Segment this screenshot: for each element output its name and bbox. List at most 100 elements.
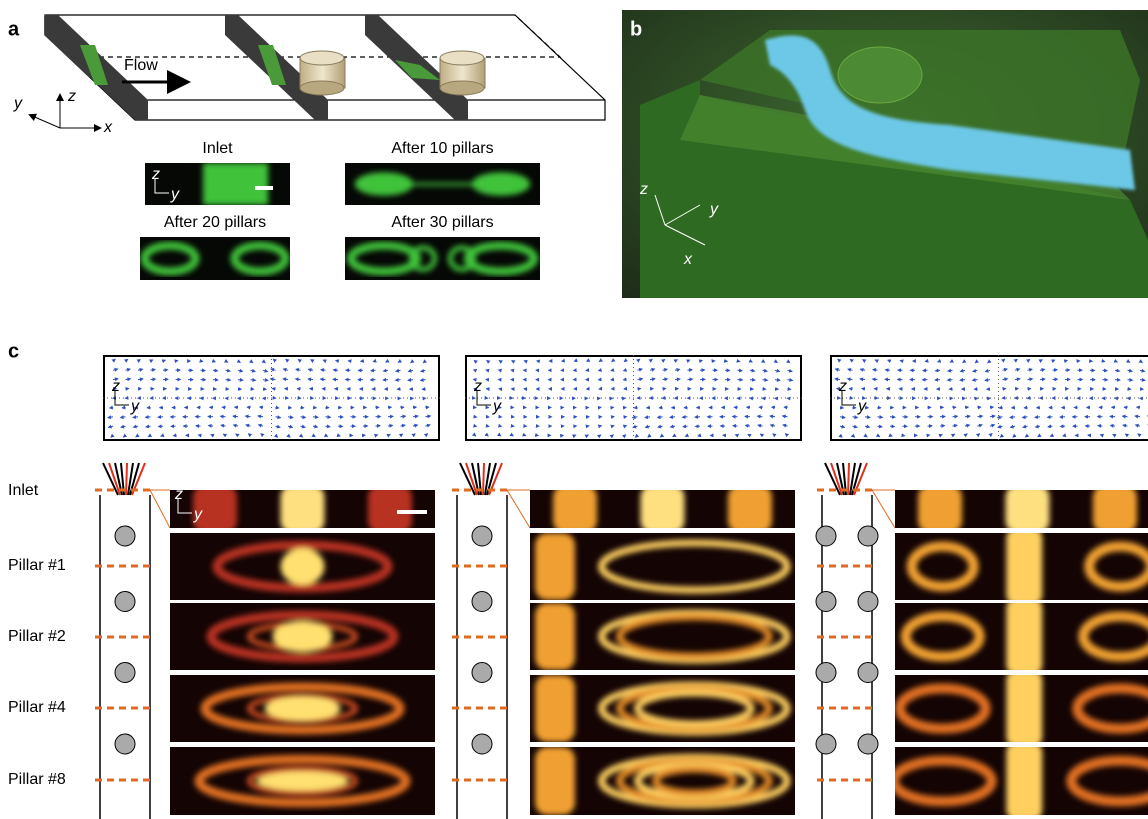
heatmap	[894, 742, 1148, 819]
heatmap	[530, 747, 795, 815]
heatmap	[170, 675, 435, 742]
stripe	[1006, 485, 1050, 533]
vector-arrow	[738, 361, 740, 362]
micrograph	[345, 237, 540, 280]
vector-arrow	[396, 380, 401, 381]
inlet-stream	[483, 463, 484, 495]
stripe	[553, 485, 597, 533]
axis-label: z	[174, 486, 183, 503]
intensity	[193, 485, 412, 533]
pillar	[472, 526, 492, 546]
zoom-line	[872, 490, 895, 528]
vector-field: zy	[465, 355, 802, 441]
vector-arrow	[1035, 417, 1040, 418]
axis-label: y	[857, 398, 867, 415]
vector-arrow	[308, 379, 313, 380]
figure: a Flow y z x Inlet After 10 pillars After …	[0, 0, 1148, 819]
pillar	[115, 734, 135, 754]
axis-label: x	[103, 119, 113, 136]
heatmap	[895, 670, 1148, 747]
axis-label: y	[13, 95, 23, 112]
panel-label: a	[8, 18, 20, 40]
vector-arrow	[1103, 361, 1105, 362]
pillar	[816, 734, 836, 754]
vector-arrow	[475, 435, 476, 436]
vector-arrow	[886, 370, 890, 371]
vector-arrow	[163, 370, 167, 371]
heatmap	[170, 533, 435, 600]
axis-label: z	[838, 378, 847, 395]
axis-label: z	[67, 88, 76, 105]
vector-arrow	[1101, 435, 1103, 436]
vector-arrow	[865, 417, 870, 418]
vector-arrow	[936, 370, 940, 371]
vector-arrow	[965, 416, 970, 417]
row-label: Inlet	[8, 482, 39, 499]
micrograph	[345, 163, 540, 205]
axis-label: z	[151, 166, 160, 183]
stripe	[281, 485, 325, 533]
vector-arrow	[1053, 370, 1057, 371]
fluor	[203, 163, 268, 205]
vector-arrow	[213, 370, 217, 371]
vector-arrow	[209, 425, 213, 426]
vector-arrow	[698, 435, 700, 436]
axis-label: y	[492, 398, 502, 415]
vector-arrow	[336, 360, 338, 361]
vector-arrow	[133, 417, 138, 418]
pillar	[816, 663, 836, 683]
heatmap	[530, 533, 795, 600]
stripe	[368, 485, 412, 533]
inlet-stream	[126, 463, 127, 495]
vector-arrow	[625, 435, 626, 436]
pillar	[472, 663, 492, 683]
vector-field: zy	[103, 355, 440, 441]
vector-arrow	[878, 417, 883, 418]
pillar	[115, 663, 135, 683]
image-title: After 20 pillars	[164, 214, 266, 231]
heatmap	[895, 528, 1148, 605]
micrograph	[140, 237, 290, 280]
core	[265, 696, 341, 721]
heatmap	[895, 485, 1148, 533]
stripe	[535, 533, 575, 600]
panel-label: b	[630, 18, 642, 40]
vector-arrow	[338, 435, 340, 436]
pillar	[115, 526, 135, 546]
vector-arrow	[873, 379, 878, 380]
heatmap	[170, 485, 435, 533]
vector-arrow	[940, 425, 944, 426]
vector-arrow	[1063, 435, 1065, 436]
pillar	[858, 663, 878, 683]
inlet-stream	[848, 463, 849, 495]
vector-arrow	[233, 416, 238, 417]
axis-label: y	[170, 186, 180, 203]
heatmap	[530, 675, 795, 742]
vector-arrow	[1128, 380, 1133, 381]
vector-arrow	[763, 380, 768, 381]
axis-label: y	[130, 398, 140, 415]
flow-label: Flow	[124, 57, 158, 74]
stripe	[641, 485, 685, 533]
scale-bar	[397, 510, 427, 514]
axis-label: z	[473, 378, 482, 395]
vector-arrow	[238, 380, 243, 381]
stripe	[728, 485, 772, 533]
stripe	[1006, 742, 1042, 819]
row-label: Pillar #2	[8, 628, 66, 645]
vector-arrow	[163, 360, 165, 361]
pillar	[858, 526, 878, 546]
stripe	[1006, 670, 1042, 747]
stripe	[535, 603, 575, 670]
vector-arrow	[736, 435, 738, 436]
vector-arrow	[474, 360, 475, 361]
vector-arrow	[1048, 426, 1052, 427]
row-label: Pillar #4	[8, 699, 66, 716]
vector-arrow	[161, 435, 163, 436]
vector-arrow	[888, 360, 890, 361]
intensity	[553, 485, 772, 533]
stripe	[1006, 528, 1042, 605]
pillar	[472, 592, 492, 612]
vector-arrow	[688, 370, 692, 371]
image-title: After 10 pillars	[391, 140, 493, 157]
